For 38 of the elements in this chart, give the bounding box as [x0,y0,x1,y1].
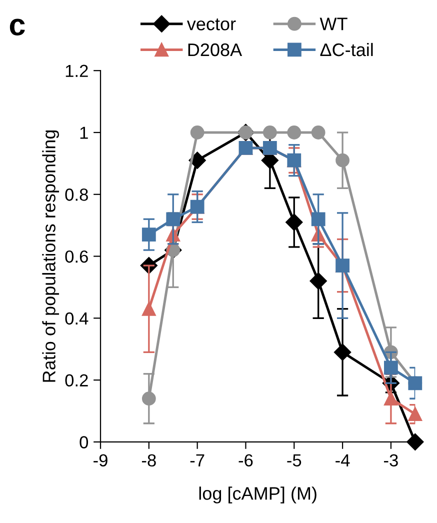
point [142,228,156,242]
point [166,212,180,226]
point [334,344,352,361]
point [384,392,398,406]
x-tick-label: -7 [190,454,204,466]
y-tick-label: 1.2 [66,64,88,77]
point [142,392,156,406]
x-tick-label: -4 [336,454,350,466]
point [311,126,326,140]
point [262,126,277,140]
text: c [10,18,25,36]
x-tick-label: -9 [94,454,108,466]
y-tick-label: 0.2 [65,374,88,387]
legend-label: WT [320,18,348,30]
x-tick-label: -6 [238,454,253,466]
y-tick-label: 1 [80,126,88,139]
y-tick-label: 0.4 [65,312,88,325]
y-tick-label: 0 [80,436,88,448]
point [287,126,302,140]
legend-label: ΔC-tail [320,42,373,56]
point [336,153,350,168]
point [286,214,303,231]
point [311,212,326,226]
x-tick-label: -3 [384,454,398,466]
y-tick-label: 0.6 [65,250,88,263]
point [190,126,204,140]
x-tick-label: -8 [142,454,156,466]
point [406,433,424,450]
y-axis-title: Ratio of populations responding [42,130,60,382]
legend-label: D208A [188,43,242,56]
point [384,360,398,375]
y-tick-label: 0.8 [65,188,88,201]
legend-label: vector [186,18,236,30]
point [408,407,422,422]
point [142,302,156,316]
point [310,272,327,290]
x-tick-label: -5 [287,454,302,466]
x-axis-title: log [cAMP] (M) [199,486,316,504]
